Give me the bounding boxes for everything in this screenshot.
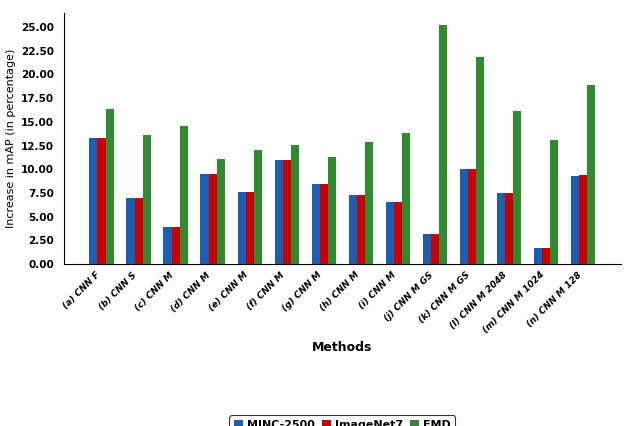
Bar: [588, 85, 595, 264]
Bar: [542, 248, 550, 264]
Bar: [134, 198, 143, 264]
Bar: [497, 193, 505, 264]
Bar: [402, 133, 410, 264]
Bar: [513, 112, 522, 264]
Bar: [505, 193, 513, 264]
Bar: [386, 202, 394, 264]
Bar: [106, 109, 114, 264]
Bar: [328, 157, 336, 264]
Bar: [534, 248, 542, 264]
Bar: [143, 135, 151, 264]
Bar: [312, 184, 320, 264]
Bar: [550, 140, 559, 264]
Bar: [468, 169, 476, 264]
Bar: [246, 192, 254, 264]
Bar: [349, 195, 357, 264]
Bar: [275, 160, 283, 264]
Legend: MINC-2500, ImageNet7, FMD: MINC-2500, ImageNet7, FMD: [229, 415, 456, 426]
Bar: [431, 234, 439, 264]
Bar: [283, 160, 291, 264]
X-axis label: Methods: Methods: [312, 341, 372, 354]
Y-axis label: Increase in mAP (in percentage): Increase in mAP (in percentage): [6, 49, 15, 228]
Bar: [357, 195, 365, 264]
Bar: [476, 58, 484, 264]
Bar: [172, 227, 180, 264]
Bar: [200, 174, 209, 264]
Bar: [126, 198, 134, 264]
Bar: [237, 192, 246, 264]
Bar: [579, 175, 588, 264]
Bar: [439, 25, 447, 264]
Bar: [254, 150, 262, 264]
Bar: [217, 159, 225, 264]
Bar: [320, 184, 328, 264]
Bar: [163, 227, 172, 264]
Bar: [460, 169, 468, 264]
Bar: [209, 174, 217, 264]
Bar: [571, 176, 579, 264]
Bar: [90, 138, 97, 264]
Bar: [423, 234, 431, 264]
Bar: [394, 202, 402, 264]
Bar: [365, 142, 373, 264]
Bar: [97, 138, 106, 264]
Bar: [291, 144, 299, 264]
Bar: [180, 126, 188, 264]
